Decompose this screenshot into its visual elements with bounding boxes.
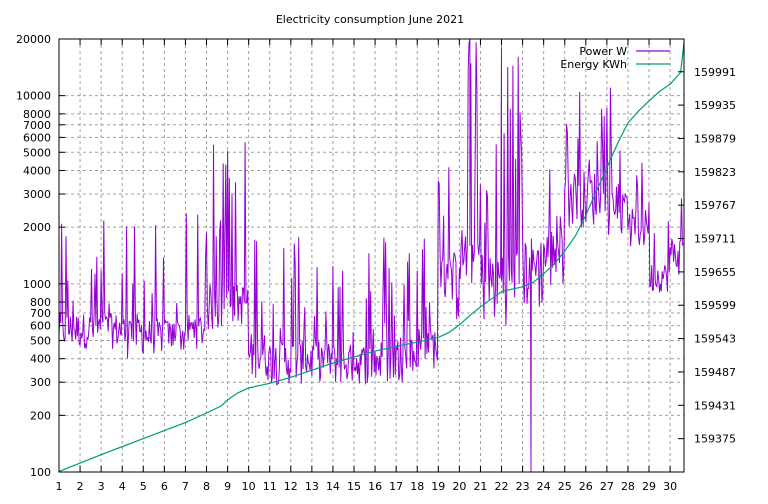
axis-ticks: 1 2 3 4 5 6 7 8 9 10 11 12 13 14 15 16 17 18 19 20 21 22 23 24 2… (16, 33, 736, 493)
x-tick-label: 27 (600, 480, 614, 493)
y-tick-label: 800 (30, 296, 51, 309)
x-tick-label: 28 (621, 480, 635, 493)
y-tick-label: 6000 (23, 131, 51, 144)
x-tick-label: 15 (347, 480, 361, 493)
x-tick-label: 26 (579, 480, 593, 493)
y2-tick-label: 159767 (694, 199, 736, 212)
x-tick-label: 8 (203, 480, 210, 493)
y-tick-label: 8000 (23, 108, 51, 121)
series-layer (58, 38, 685, 473)
x-tick-label: 19 (431, 480, 445, 493)
x-tick-label: 7 (182, 480, 189, 493)
y-tick-label: 100 (30, 466, 51, 479)
y-tick-label: 3000 (23, 188, 51, 201)
grid (59, 39, 684, 472)
x-tick-label: 29 (642, 480, 656, 493)
x-tick-label: 25 (558, 480, 572, 493)
y2-tick-label: 159823 (694, 166, 736, 179)
x-tick-label: 10 (242, 480, 256, 493)
y2-tick-label: 159487 (694, 366, 736, 379)
y2-tick-label: 159655 (694, 266, 736, 279)
y-tick-label: 4000 (23, 165, 51, 178)
x-tick-label: 12 (284, 480, 298, 493)
y2-tick-label: 159879 (694, 132, 736, 145)
y-tick-label: 10000 (16, 90, 51, 103)
x-tick-label: 6 (161, 480, 168, 493)
y2-tick-label: 159711 (694, 233, 736, 246)
x-tick-label: 30 (663, 480, 677, 493)
y-tick-label: 1000 (23, 278, 51, 291)
y-tick-label: 200 (30, 409, 51, 422)
x-tick-label: 11 (263, 480, 277, 493)
x-tick-label: 16 (368, 480, 382, 493)
x-tick-label: 18 (410, 480, 424, 493)
x-tick-label: 23 (516, 480, 530, 493)
y-tick-label: 7000 (23, 119, 51, 132)
y-tick-label: 600 (30, 320, 51, 333)
y2-tick-label: 159599 (694, 299, 736, 312)
y-tick-label: 300 (30, 376, 51, 389)
y-tick-label: 400 (30, 353, 51, 366)
legend-label-energy: Energy KWh (560, 58, 627, 71)
plot-border (58, 38, 685, 473)
x-tick-label: 14 (326, 480, 340, 493)
x-tick-label: 22 (495, 480, 509, 493)
y-tick-label: 500 (30, 334, 51, 347)
x-tick-label: 3 (98, 480, 105, 493)
y2-tick-label: 159543 (694, 333, 736, 346)
x-tick-label: 9 (224, 480, 231, 493)
x-tick-label: 13 (305, 480, 319, 493)
legend-label-power: Power W (579, 45, 627, 58)
x-tick-label: 1 (56, 480, 63, 493)
series-line-energy (58, 42, 685, 472)
y2-tick-label: 159991 (694, 66, 736, 79)
legend: Power W Energy KWh (560, 45, 670, 71)
x-tick-label: 21 (473, 480, 487, 493)
y-tick-label: 2000 (23, 221, 51, 234)
y2-tick-label: 159431 (694, 399, 736, 412)
y-tick-label: 20000 (16, 33, 51, 46)
x-tick-label: 4 (119, 480, 126, 493)
y2-tick-label: 159375 (694, 433, 736, 446)
y2-tick-label: 159935 (694, 99, 736, 112)
chart-title: Electricity consumption June 2021 (276, 13, 464, 26)
x-tick-label: 20 (452, 480, 466, 493)
x-tick-label: 2 (77, 480, 84, 493)
x-tick-label: 17 (389, 480, 403, 493)
y-tick-label: 5000 (23, 146, 51, 159)
y-tick-label: 700 (30, 307, 51, 320)
x-tick-label: 5 (140, 480, 147, 493)
x-tick-label: 24 (537, 480, 551, 493)
series-line-power (58, 38, 684, 473)
